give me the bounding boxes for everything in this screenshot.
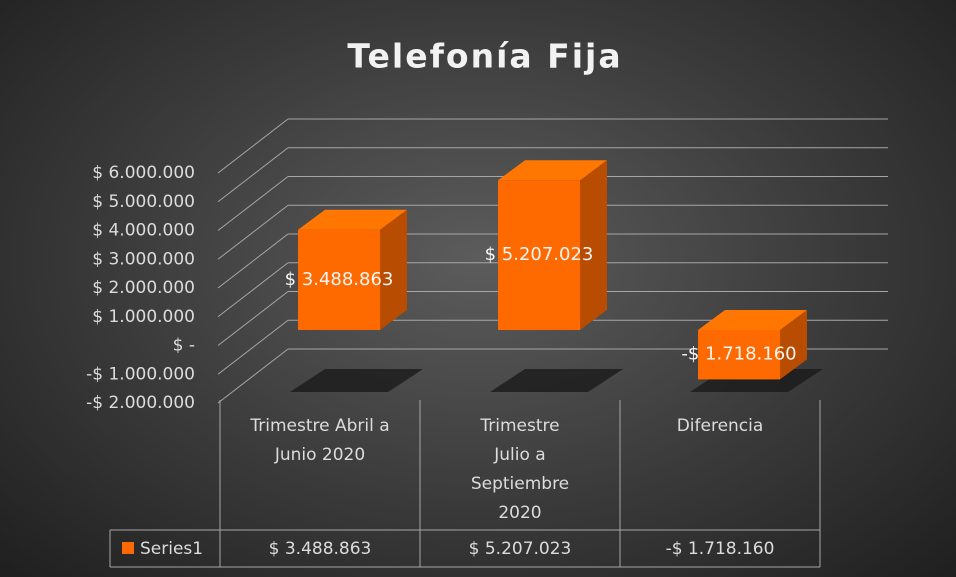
table-value: $ 5.207.023: [469, 539, 572, 559]
grid-line: [217, 147, 289, 203]
data-label: -$ 1.718.160: [681, 344, 796, 365]
x-tick-label: Trimestre Julio a Septiembre 2020: [470, 416, 570, 523]
grid-line: [217, 233, 289, 289]
data-label: $ 5.207.023: [485, 244, 594, 265]
grid-line: [217, 262, 289, 318]
grid-line: [217, 176, 289, 231]
bar-shadow: [290, 369, 423, 392]
y-tick-label: $ -: [173, 336, 195, 356]
grid-line: [217, 319, 289, 375]
data-label: $ 3.488.863: [285, 269, 394, 290]
bar-shadow: [490, 369, 623, 392]
bar-top: [498, 160, 607, 181]
y-tick-label: $ 4.000.000: [92, 221, 195, 241]
x-tick-label: Diferencia: [676, 416, 764, 436]
y-tick-label: -$ 2.000.000: [86, 393, 195, 413]
legend-label: Series1: [140, 539, 203, 559]
y-tick-label: $ 2.000.000: [92, 278, 195, 298]
bar: [698, 330, 780, 380]
bar-top: [298, 209, 407, 230]
grid-line: [217, 204, 289, 260]
y-tick-label: $ 3.000.000: [92, 249, 195, 269]
grid-line: [217, 291, 289, 346]
bar-top: [698, 310, 807, 330]
y-tick-label: $ 6.000.000: [92, 163, 195, 183]
table-value: -$ 1.718.160: [666, 539, 775, 559]
bar-side: [380, 209, 407, 330]
bar-side: [780, 310, 807, 380]
legend-swatch: [122, 542, 134, 554]
y-tick-label: $ 5.000.000: [92, 192, 195, 212]
grid-line: [217, 348, 289, 404]
grid-line: [217, 118, 289, 174]
bar: [298, 229, 380, 330]
chart-title: Telefonía Fija: [347, 37, 622, 76]
x-tick-label: Trimestre Abril a Junio 2020: [250, 416, 390, 465]
bar: [498, 180, 580, 330]
y-tick-label: -$ 1.000.000: [86, 364, 195, 384]
y-tick-label: $ 1.000.000: [92, 307, 195, 327]
table-value: $ 3.488.863: [269, 539, 372, 559]
bar-side: [580, 160, 607, 330]
